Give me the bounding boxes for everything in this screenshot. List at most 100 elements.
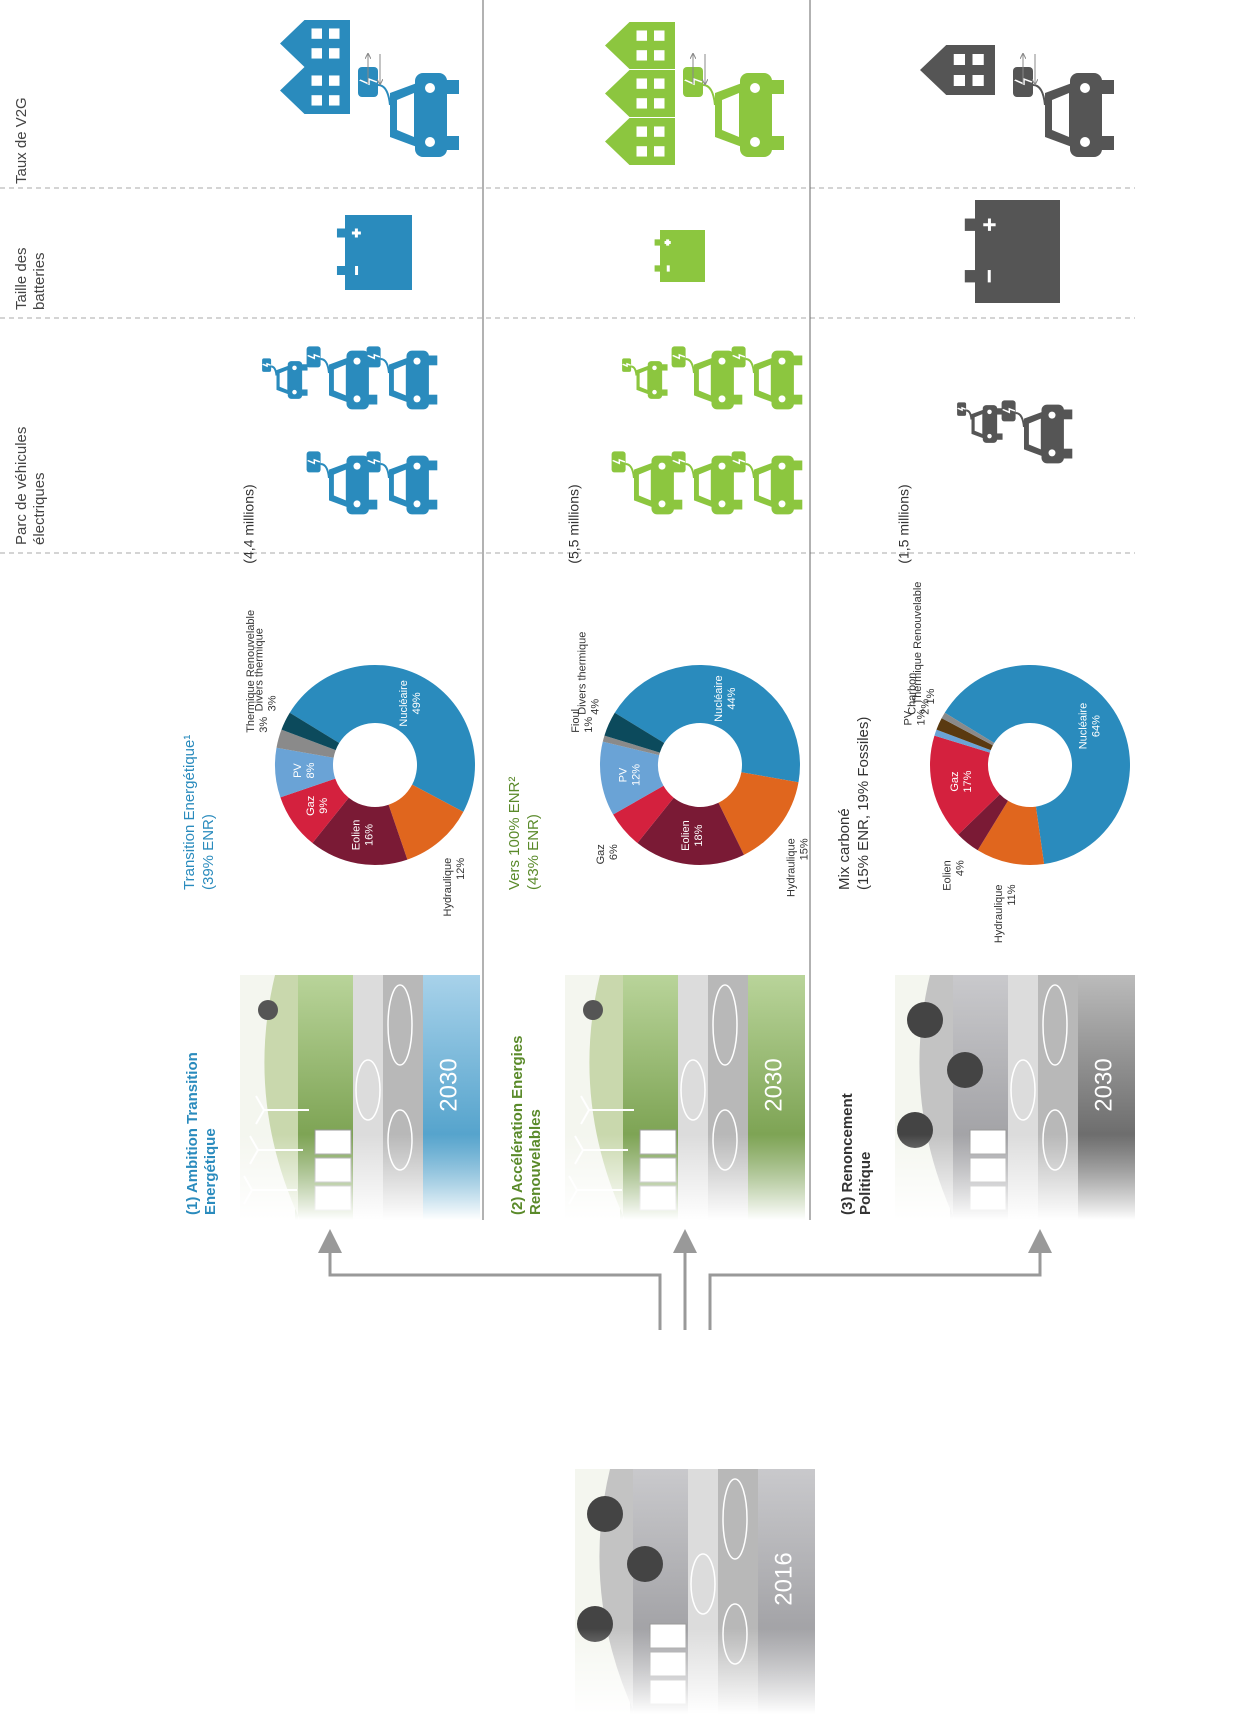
segment-value: 12% — [631, 764, 643, 786]
car-light — [1048, 449, 1056, 457]
pie-title: Transition Energétique¹ — [181, 735, 198, 890]
battery-terminal — [964, 218, 975, 231]
battery-minus — [355, 266, 359, 275]
car-light — [750, 137, 760, 147]
house-window — [654, 146, 665, 157]
house-window — [654, 98, 665, 109]
house — [605, 70, 675, 117]
car-light — [1048, 411, 1056, 419]
segment-label: Eolien — [680, 820, 692, 851]
car-light — [750, 83, 760, 93]
car-light — [1080, 83, 1090, 93]
car-light — [353, 395, 361, 403]
car-light — [652, 365, 657, 371]
car-light — [658, 462, 666, 470]
car-wheel — [792, 394, 803, 405]
scenario-title: (2) Accélération Energies — [509, 1035, 526, 1215]
segment-value: 1% — [915, 709, 927, 725]
car-wheel — [661, 389, 668, 396]
car-wheel — [792, 499, 803, 510]
charger-cable — [270, 365, 278, 376]
scene-year: 2030 — [760, 1058, 787, 1111]
battery-minus — [987, 270, 991, 283]
car-window — [758, 469, 771, 501]
car-window — [393, 469, 406, 501]
battery-plus — [351, 228, 361, 238]
charger-cable — [685, 358, 695, 374]
donut-segment — [388, 784, 464, 860]
fleet-size: (4,4 millions) — [241, 484, 257, 563]
charger-cable — [685, 463, 695, 479]
column-header: Parc de véhicules — [13, 427, 30, 545]
battery-terminal — [336, 266, 345, 275]
house — [280, 67, 350, 114]
segment-value: 1% — [583, 717, 595, 733]
donut-segment — [281, 712, 340, 751]
car-wheel — [367, 499, 378, 510]
scene-fade — [565, 975, 805, 1220]
car-light — [353, 500, 361, 508]
house-window — [636, 78, 647, 89]
car-body — [771, 350, 794, 410]
battery-terminal — [654, 239, 660, 246]
donut-segment — [602, 735, 660, 756]
battery-plus — [983, 218, 996, 231]
car-light — [718, 462, 726, 470]
pie-title: Vers 100% ENR² — [506, 777, 523, 890]
charger-bolt — [732, 458, 746, 465]
donut-segment — [941, 712, 995, 746]
car-body — [647, 361, 663, 399]
column-header: Taille des — [13, 247, 30, 310]
car-wheel — [1062, 409, 1073, 420]
charger-cable — [380, 358, 390, 374]
donut-segment — [944, 665, 1130, 865]
charger-cable — [625, 463, 635, 479]
column-header: Taux de V2G — [13, 97, 30, 184]
house-window — [953, 54, 965, 65]
donut-segment — [936, 718, 993, 751]
car-light — [413, 357, 421, 365]
scene-fade — [575, 1469, 815, 1714]
scene-year: 2030 — [435, 1058, 462, 1111]
house-window — [636, 126, 647, 137]
house-window — [654, 126, 665, 137]
house — [605, 22, 675, 69]
segment-value: 3% — [266, 695, 278, 711]
house — [605, 118, 675, 165]
donut-segment — [276, 729, 336, 758]
segment-value: 2% — [920, 699, 932, 715]
battery — [975, 200, 1060, 303]
car-window — [1028, 418, 1041, 450]
segment-label: Gaz — [595, 844, 607, 864]
house-window — [636, 146, 647, 157]
segment-label: PV — [618, 767, 630, 782]
donut-segment — [958, 794, 1009, 851]
scene-year: 2030 — [1090, 1058, 1117, 1111]
charger-cable — [702, 84, 716, 106]
car-window — [397, 93, 414, 137]
car-body — [346, 455, 369, 515]
house-window — [311, 95, 322, 106]
donut-segment — [934, 729, 991, 753]
car-wheel — [445, 136, 459, 150]
charger-bolt — [672, 353, 686, 360]
scenario-title: Renouvelables — [527, 1109, 544, 1215]
house-window — [311, 28, 322, 39]
segment-value: 3% — [258, 717, 270, 733]
house-window — [329, 48, 340, 59]
donut-segment — [613, 785, 674, 844]
battery-terminal — [336, 228, 345, 238]
scenario-title: (3) Renoncement — [839, 1093, 856, 1215]
segment-label: Eolien — [351, 820, 363, 851]
house-window — [329, 28, 340, 39]
charger-bolt — [359, 77, 378, 86]
charger-bolt — [367, 458, 381, 465]
charger-cable — [320, 463, 330, 479]
house-window — [972, 54, 984, 65]
car-wheel — [1062, 448, 1073, 459]
car-wheel — [367, 394, 378, 405]
car-light — [778, 395, 786, 403]
battery-terminal — [654, 265, 660, 272]
segment-value: 1% — [925, 688, 937, 704]
